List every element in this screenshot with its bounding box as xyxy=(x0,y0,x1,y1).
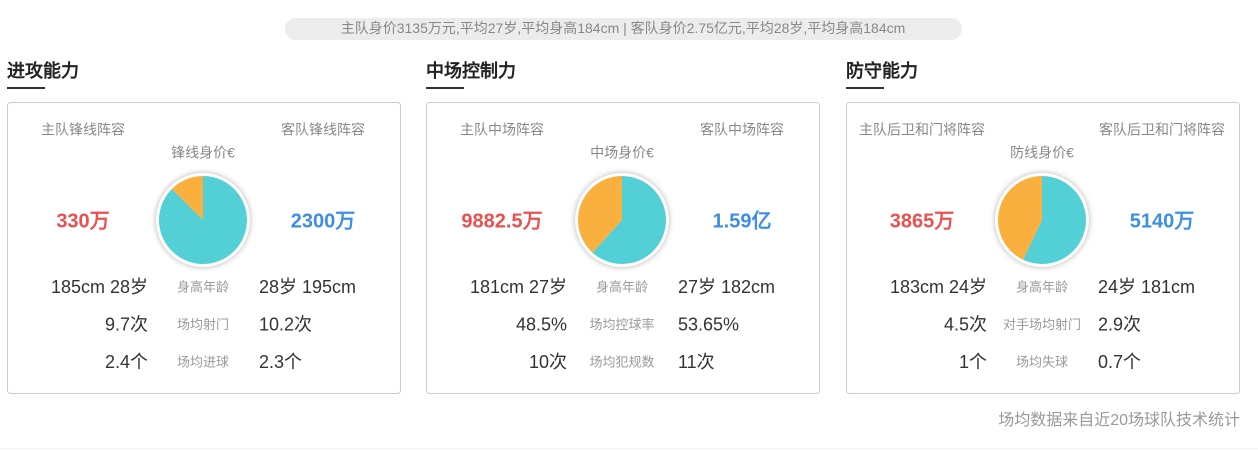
stat-away: 2.3个 xyxy=(259,352,302,372)
stat-home: 2.4个 xyxy=(105,352,148,372)
stat-label: 场均失球 xyxy=(1016,354,1068,369)
pie-slice xyxy=(159,176,248,264)
stat-away: 10.2次 xyxy=(259,314,312,334)
stat-away: 0.7个 xyxy=(1098,352,1141,372)
stat-home: 185cm 28岁 xyxy=(51,277,148,297)
home-label: 主队锋线阵容 xyxy=(41,122,125,138)
away-label: 客队后卫和门将阵容 xyxy=(1099,122,1225,138)
stat-home: 48.5% xyxy=(516,314,567,334)
stat-label: 身高年龄 xyxy=(177,279,229,294)
stat-label: 身高年龄 xyxy=(1016,279,1068,294)
home-label: 主队后卫和门将阵容 xyxy=(859,122,985,138)
stat-home: 10次 xyxy=(529,352,567,372)
pie-slice xyxy=(592,176,667,264)
stat-away: 53.65% xyxy=(678,314,739,334)
stat-away: 24岁 181cm xyxy=(1098,277,1195,297)
pie-label: 中场身价€ xyxy=(590,145,654,161)
panel xyxy=(426,102,820,394)
title-underline xyxy=(426,87,464,89)
home-value: 9882.5万 xyxy=(461,210,542,232)
stat-label: 场均控球率 xyxy=(589,317,654,332)
home-label: 主队中场阵容 xyxy=(460,122,544,138)
stat-home: 183cm 24岁 xyxy=(890,277,987,297)
pie-slice xyxy=(578,176,622,253)
home-value: 330万 xyxy=(56,210,109,232)
pie-slice xyxy=(997,176,1042,260)
stat-away: 11次 xyxy=(678,352,715,372)
away-value: 1.59亿 xyxy=(713,208,772,232)
pie-label: 防线身价€ xyxy=(1010,145,1074,161)
stat-home: 181cm 27岁 xyxy=(470,277,567,297)
stat-label: 场均射门 xyxy=(177,317,229,332)
pie-slice xyxy=(171,176,203,220)
stat-home: 9.7次 xyxy=(105,314,148,334)
stat-label: 场均进球 xyxy=(177,354,229,369)
stat-away: 2.9次 xyxy=(1098,314,1141,334)
banner-bg xyxy=(285,18,962,40)
away-value: 5140万 xyxy=(1130,210,1195,232)
section-title: 进攻能力 xyxy=(7,60,79,81)
panel xyxy=(7,102,401,394)
section-title: 防守能力 xyxy=(846,60,918,81)
stat-home: 4.5次 xyxy=(944,314,987,334)
stat-away: 27岁 182cm xyxy=(678,277,775,297)
stat-label: 身高年龄 xyxy=(596,279,648,294)
away-value: 2300万 xyxy=(291,210,356,232)
away-label: 客队中场阵容 xyxy=(700,122,784,138)
title-underline xyxy=(846,87,884,89)
stat-label: 场均犯规数 xyxy=(589,354,654,369)
pie-slice xyxy=(1023,176,1086,264)
section-title: 中场控制力 xyxy=(426,60,516,81)
banner: 主队身价3135万元,平均27岁,平均身高184cm | 客队身价2.75亿元,… xyxy=(341,20,906,36)
panel xyxy=(846,102,1240,394)
stat-label: 对手场均射门 xyxy=(1003,317,1081,332)
pie-label: 锋线身价€ xyxy=(171,145,235,161)
title-underline xyxy=(7,87,45,89)
away-label: 客队锋线阵容 xyxy=(281,122,365,138)
stat-away: 28岁 195cm xyxy=(259,277,356,297)
footer-note: 场均数据来自近20场球队技术统计 xyxy=(998,411,1240,429)
home-value: 3865万 xyxy=(890,210,955,232)
stat-home: 1个 xyxy=(959,352,987,372)
